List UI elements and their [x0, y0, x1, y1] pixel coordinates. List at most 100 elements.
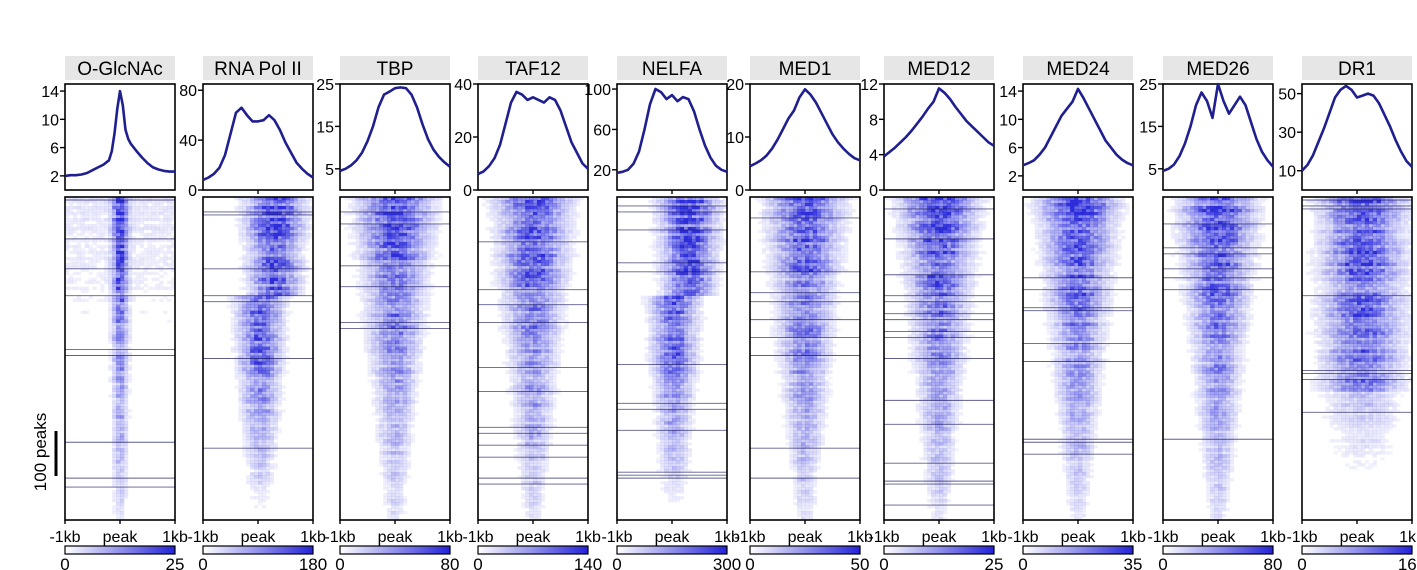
heatmap-cell [116, 397, 121, 401]
heatmap-cell [383, 295, 388, 299]
heatmap-cell [517, 313, 522, 317]
heatmap-cell [410, 259, 415, 264]
heatmap-cell [285, 253, 290, 258]
heatmap-cell [410, 373, 415, 377]
heatmap-cell [513, 325, 518, 329]
heatmap-cell [242, 427, 247, 431]
heatmap-cell [116, 517, 121, 521]
heatmap-cell [536, 197, 542, 201]
heatmap-cell [359, 223, 364, 228]
heatmap-cell [123, 442, 129, 446]
heatmap-cell [387, 364, 392, 368]
heatmap-cell [112, 430, 117, 434]
heatmap-cell [143, 202, 148, 207]
heatmap-cell [139, 256, 144, 261]
heatmap-cell [517, 328, 522, 332]
heatmap-cell [568, 274, 573, 279]
heatmap-cell [387, 508, 392, 512]
heatmap-cell [355, 232, 360, 237]
heatmap-cell [261, 277, 267, 282]
heatmap-cell [246, 418, 251, 422]
panel-title: RNA Pol II [214, 59, 302, 80]
heatmap-cell [410, 424, 415, 428]
heatmap-cell [273, 214, 278, 219]
heatmap-cell [556, 319, 561, 323]
heatmap-cell [277, 313, 282, 317]
heatmap-cell [533, 262, 538, 267]
heatmap-cell [402, 337, 408, 341]
heatmap-cell [548, 214, 553, 219]
heatmap-cell [289, 271, 294, 276]
heatmap-cell [84, 268, 89, 273]
heatmap-cell [422, 232, 427, 237]
heatmap-cell [123, 355, 129, 359]
heatmap-cell [116, 379, 121, 383]
heatmap-cell [505, 244, 510, 249]
heatmap-cell [367, 307, 372, 311]
heatmap-cell [497, 205, 502, 210]
heatmap-cell [305, 226, 310, 231]
heatmap-cell [517, 238, 522, 243]
heatmap-cell [261, 265, 267, 270]
heatmap-cell [234, 346, 239, 350]
heatmap-cell [422, 325, 427, 329]
heatmap-cell [65, 247, 70, 252]
heatmap-cell [406, 445, 412, 449]
heatmap-cell [367, 271, 372, 276]
heatmap-cell [521, 197, 526, 201]
heatmap-cell [414, 322, 419, 326]
heatmap-cell [159, 283, 164, 288]
heatmap-cell [127, 205, 133, 210]
heatmap-cell [552, 250, 557, 255]
heatmap [203, 197, 314, 520]
heatmap-cell [281, 361, 286, 365]
heatmap-cell [116, 514, 121, 518]
heatmap-cell [493, 280, 498, 285]
heatmap-cell [375, 202, 380, 207]
heatmap-cell [84, 262, 89, 267]
heatmap-cell [65, 217, 70, 222]
heatmap-cell [422, 226, 427, 231]
heatmap-cell [383, 403, 388, 407]
heatmap-cell [261, 334, 267, 338]
heatmap-cell [120, 211, 125, 216]
heatmap-cell [297, 232, 302, 237]
heatmap-cell [521, 316, 526, 320]
heatmap-cell [84, 256, 89, 261]
heatmap-cell [155, 283, 160, 288]
heatmap-cell [398, 283, 404, 288]
heatmap-cell [230, 319, 235, 323]
heatmap-cell [402, 301, 408, 305]
heatmap-cell [261, 463, 267, 467]
heatmap-cell [438, 253, 443, 258]
heatmap-cell [395, 205, 400, 210]
heatmap-cell [254, 400, 259, 404]
heatmap-cell [426, 232, 431, 237]
heatmap-cell [536, 325, 542, 329]
heatmap-cell [285, 298, 290, 302]
heatmap-cell [234, 376, 239, 380]
heatmap-cell [398, 331, 404, 335]
heatmap-cell [123, 247, 129, 252]
heatmap-cell [501, 202, 506, 207]
heatmap-cell [438, 197, 443, 201]
heatmap-cell [402, 379, 408, 383]
heatmap-cell [297, 265, 302, 270]
heatmap-cell [391, 505, 396, 509]
heatmap-cell [250, 430, 255, 434]
heatmap-cell [525, 274, 530, 279]
heatmap-cell [505, 328, 510, 332]
heatmap-cell [234, 328, 239, 332]
heatmap-cell [391, 298, 396, 302]
heatmap-cell [234, 313, 239, 317]
heatmap-cell [576, 199, 581, 204]
heatmap-cell [501, 199, 506, 204]
heatmap-cell [363, 337, 368, 341]
heatmap-cell [434, 205, 439, 210]
heatmap-cell [383, 331, 388, 335]
heatmap-cell [265, 214, 271, 219]
heatmap-cell [254, 382, 259, 386]
heatmap-cell [139, 241, 144, 246]
heatmap-cell [127, 244, 133, 249]
heatmap-cell [430, 197, 435, 201]
